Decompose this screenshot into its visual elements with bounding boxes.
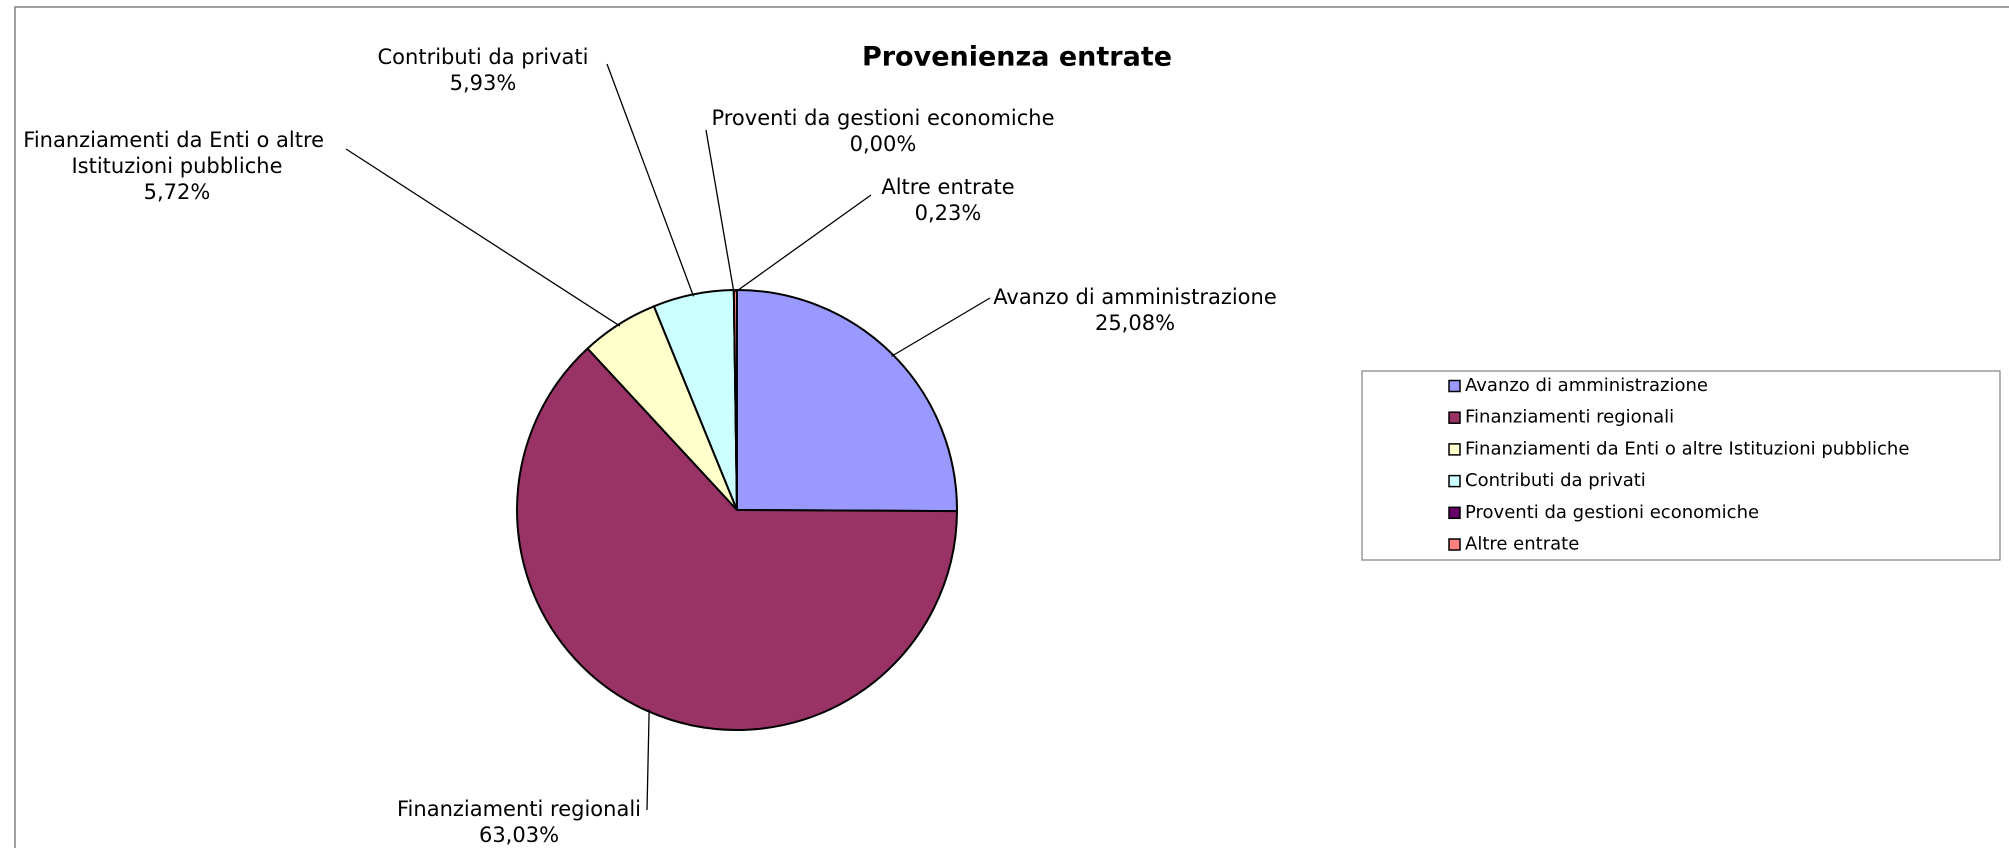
legend-label: Finanziamenti regionali bbox=[1465, 407, 1674, 428]
legend-swatch bbox=[1448, 538, 1461, 551]
leader-line bbox=[705, 129, 735, 293]
leader-line bbox=[891, 297, 991, 357]
leader-line bbox=[345, 148, 621, 327]
legend-label: Contributi da privati bbox=[1465, 470, 1646, 491]
legend-swatch bbox=[1448, 506, 1461, 520]
leader-line bbox=[606, 63, 695, 297]
slice-value-label: 0,00% bbox=[850, 132, 917, 156]
legend-swatch bbox=[1448, 474, 1461, 488]
slice-label: Contributi da privati bbox=[378, 45, 589, 69]
chart-title: Provenienza entrate bbox=[862, 42, 1172, 73]
slice-label: Finanziamenti regionali bbox=[397, 797, 641, 821]
slice-value-label: 63,03% bbox=[479, 823, 559, 847]
legend-label: Avanzo di amministrazione bbox=[1465, 375, 1708, 396]
legend-swatch bbox=[1448, 379, 1461, 393]
pie-slice bbox=[516, 347, 959, 731]
slice-label: Finanziamenti da Enti o altre Istituzion… bbox=[23, 128, 330, 178]
pie-slice bbox=[732, 288, 738, 511]
slice-value-label: 5,93% bbox=[450, 71, 517, 95]
slice-value-label: 5,72% bbox=[144, 180, 211, 204]
slice-label: Altre entrate bbox=[881, 175, 1014, 199]
slice-value-label: 0,23% bbox=[915, 201, 982, 225]
legend-label: Altre entrate bbox=[1465, 534, 1579, 555]
legend-label: Proventi da gestioni economiche bbox=[1465, 502, 1759, 523]
slice-label: Avanzo di amministrazione bbox=[993, 285, 1277, 309]
legend-box bbox=[1361, 370, 2001, 561]
legend-swatch bbox=[1448, 411, 1461, 424]
leader-line bbox=[735, 194, 872, 293]
slice-label: Proventi da gestioni economiche bbox=[711, 106, 1054, 130]
leader-line bbox=[646, 709, 650, 811]
slice-value-label: 25,08% bbox=[1095, 311, 1175, 335]
legend-label: Finanziamenti da Enti o altre Istituzion… bbox=[1465, 438, 1909, 459]
legend-swatch bbox=[1448, 443, 1461, 456]
